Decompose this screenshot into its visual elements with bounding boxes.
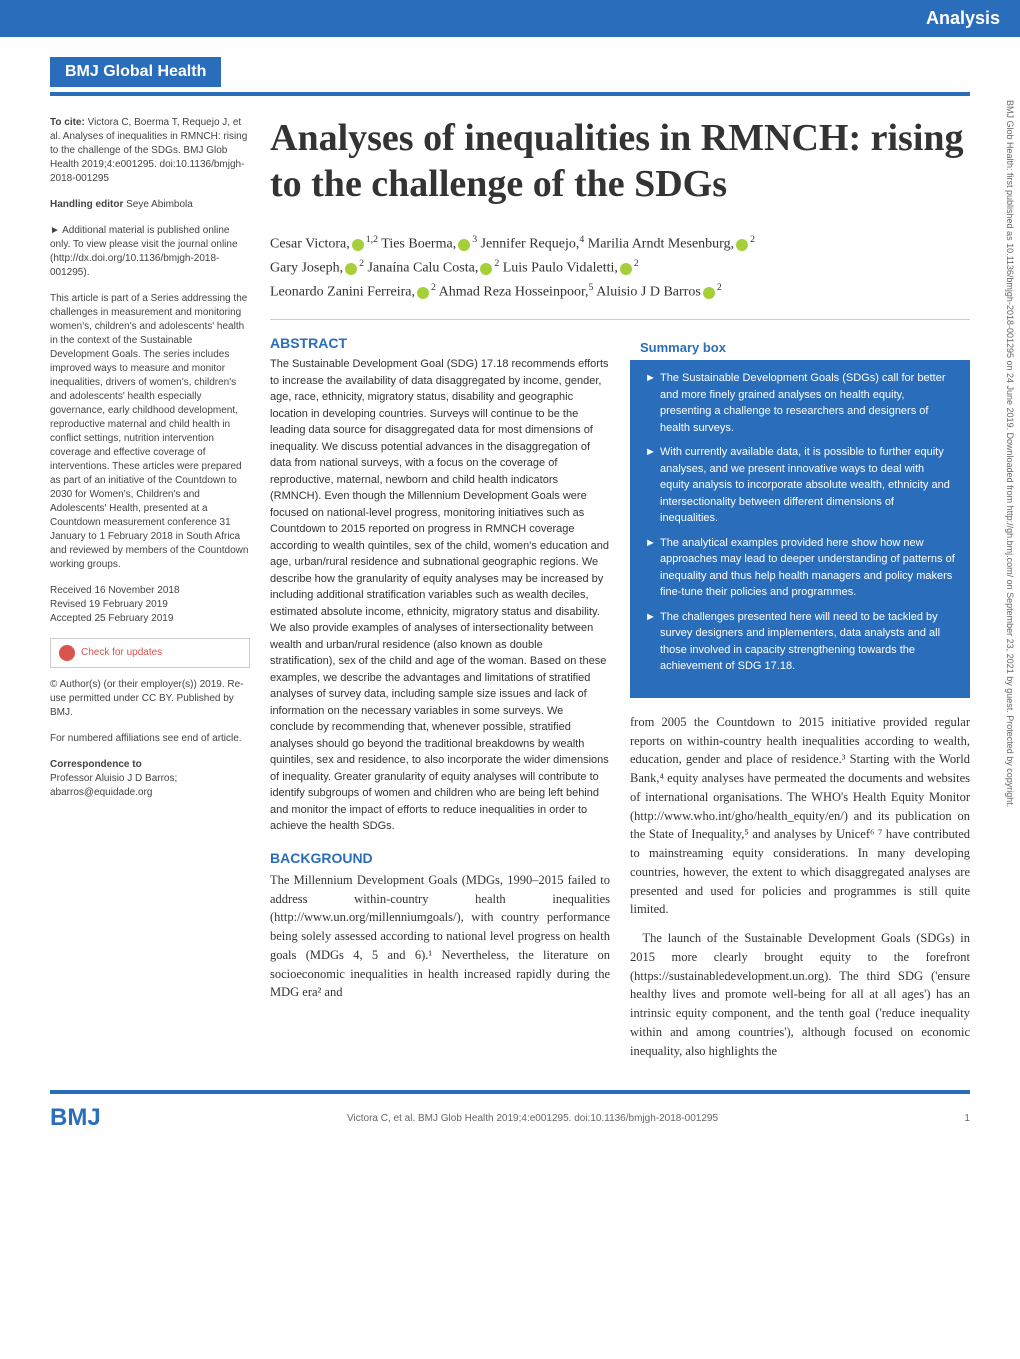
check-updates-icon	[59, 645, 75, 661]
abstract-text: The Sustainable Development Goal (SDG) 1…	[270, 356, 610, 835]
journal-header: BMJ Global Health	[50, 57, 970, 96]
citation-label: To cite:	[50, 117, 85, 128]
orcid-icon	[480, 263, 492, 275]
affiliations-note: For numbered affiliations see end of art…	[50, 732, 250, 746]
right-column-text-2: The launch of the Sustainable Developmen…	[630, 929, 970, 1060]
bmj-logo: BMJ	[50, 1104, 101, 1132]
summary-item: The Sustainable Development Goals (SDGs)…	[645, 370, 955, 436]
article-title: Analyses of inequalities in RMNCH: risin…	[270, 116, 970, 207]
analysis-label: Analysis	[0, 0, 1020, 37]
orcid-icon	[736, 239, 748, 251]
right-column-text-1: from 2005 the Countdown to 2015 initiati…	[630, 713, 970, 919]
check-updates-label: Check for updates	[81, 646, 162, 660]
received-date: Received 16 November 2018	[50, 584, 250, 598]
accepted-date: Accepted 25 February 2019	[50, 612, 250, 626]
editor-name: Seye Abimbola	[123, 199, 193, 210]
sidebar: To cite: Victora C, Boerma T, Requejo J,…	[50, 116, 250, 1060]
authors-list: Cesar Victora,1,2 Ties Boerma,3 Jennifer…	[270, 232, 970, 320]
orcid-icon	[620, 263, 632, 275]
abstract-heading: ABSTRACT	[270, 335, 610, 351]
footer-citation: Victora C, et al. BMJ Glob Health 2019;4…	[347, 1113, 718, 1124]
summary-box: Summary box The Sustainable Development …	[630, 335, 970, 698]
orcid-icon	[703, 287, 715, 299]
page-footer: BMJ Victora C, et al. BMJ Glob Health 20…	[50, 1090, 970, 1132]
additional-material: ► Additional material is published onlin…	[50, 224, 250, 280]
check-updates-button[interactable]: Check for updates	[50, 638, 250, 668]
journal-name: BMJ Global Health	[50, 57, 221, 87]
summary-item: With currently available data, it is pos…	[645, 444, 955, 527]
correspondence-label: Correspondence to	[50, 758, 250, 772]
orcid-icon	[345, 263, 357, 275]
revised-date: Revised 19 February 2019	[50, 598, 250, 612]
series-note: This article is part of a Series address…	[50, 292, 250, 572]
correspondence-text: Professor Aluisio J D Barros; abarros@eq…	[50, 772, 250, 800]
copyright-vertical: BMJ Glob Health: first published as 10.1…	[1005, 100, 1015, 1200]
background-heading: BACKGROUND	[270, 850, 610, 866]
background-text: The Millennium Development Goals (MDGs, …	[270, 871, 610, 1002]
summary-box-list: The Sustainable Development Goals (SDGs)…	[645, 370, 955, 675]
orcid-icon	[458, 239, 470, 251]
summary-box-header: Summary box	[630, 335, 970, 360]
summary-item: The analytical examples provided here sh…	[645, 535, 955, 601]
orcid-icon	[352, 239, 364, 251]
page-number: 1	[964, 1113, 970, 1124]
summary-item: The challenges presented here will need …	[645, 609, 955, 675]
editor-label: Handling editor	[50, 199, 123, 210]
orcid-icon	[417, 287, 429, 299]
copyright-text: © Author(s) (or their employer(s)) 2019.…	[50, 678, 250, 720]
